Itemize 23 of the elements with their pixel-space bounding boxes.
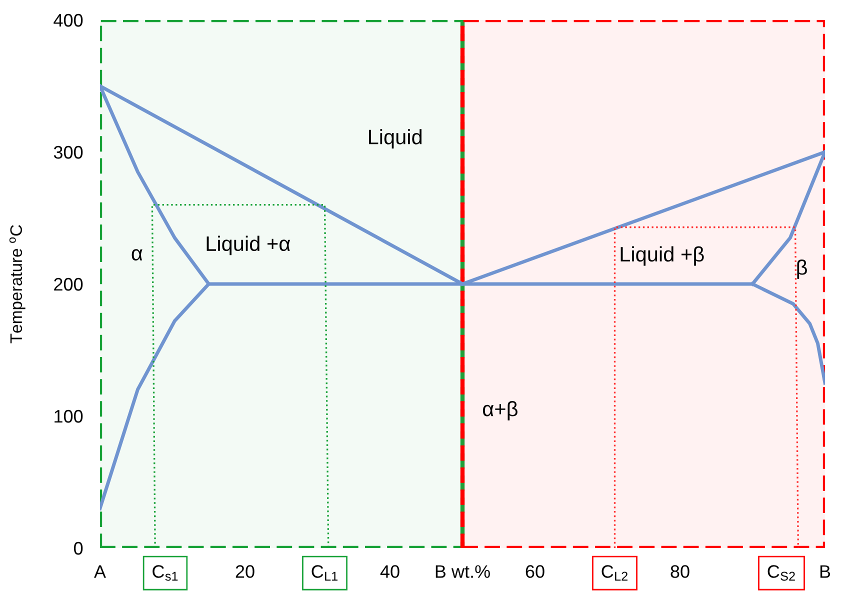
annotation: Liquid +α [206, 236, 290, 256]
x-tick-label: 80 [670, 565, 690, 578]
y-tick-label: 300 [54, 146, 83, 159]
annotation: β [797, 260, 807, 279]
y-tick-label: 400 [54, 14, 83, 27]
x-tick-label: 20 [236, 565, 254, 578]
x-tick-label: B [820, 565, 830, 578]
y-tick-label: 100 [54, 410, 83, 423]
annotation: α+β [482, 401, 518, 420]
annotation: α [132, 249, 142, 261]
x-tick-label: 40 [380, 565, 400, 578]
annotation: Liquid [368, 129, 422, 149]
x-tick-label: C$_{L2}$ [602, 565, 628, 581]
x-tick-label: B wt.% [436, 565, 490, 578]
x-tick-label: A [94, 565, 106, 578]
y-axis-title: Temperature $^{o}$C [9, 225, 26, 344]
annotation: Liquid +β [620, 246, 704, 266]
y-tick-label: 200 [54, 278, 83, 291]
x-tick-label: C$_{S2}$ [768, 565, 795, 581]
x-tick-label: 60 [526, 565, 544, 578]
x-tick-label: C$_{L1}$ [312, 565, 338, 581]
x-tick-label: C$_{s1}$ [152, 565, 178, 581]
y-tick-label: 0 [74, 542, 83, 555]
